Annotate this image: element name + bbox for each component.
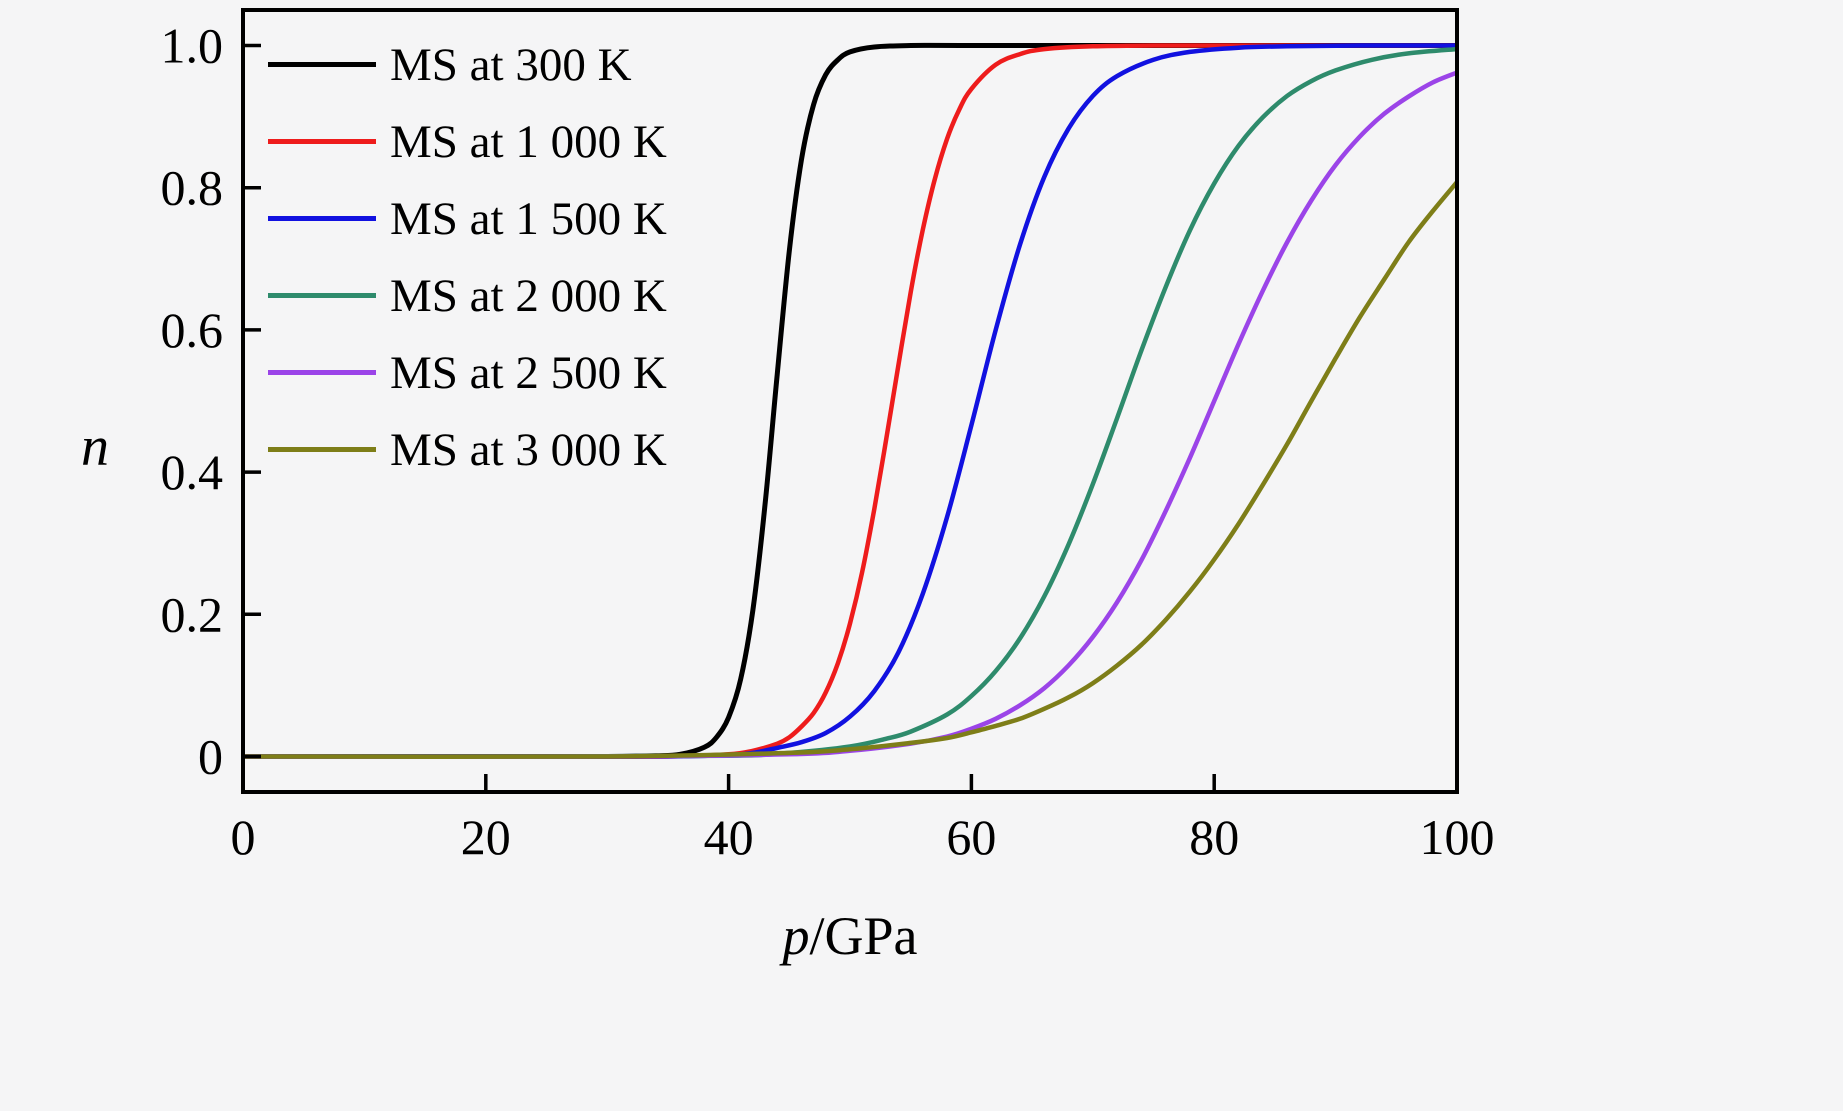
legend-swatch [268,62,376,67]
legend-item-label: MS at 2 500 K [390,346,667,399]
y-tick-label: 0.4 [161,444,224,500]
y-tick-label: 0.6 [161,302,224,358]
x-tick-label: 0 [231,809,256,865]
legend-item-label: MS at 1 500 K [390,192,667,245]
legend-item: MS at 1 000 K [268,103,667,180]
x-tick-label: 40 [704,809,754,865]
x-tick-label: 60 [946,809,996,865]
series-line-ms-at-3-000-k [243,179,1457,759]
legend-item-label: MS at 1 000 K [390,115,667,168]
legend: MS at 300 K MS at 1 000 K MS at 1 500 K MS … [268,26,667,488]
legend-item: MS at 300 K [268,26,667,103]
legend-item: MS at 2 500 K [268,334,667,411]
legend-item-label: MS at 2 000 K [390,269,667,322]
y-axis-label: n [81,416,109,478]
plot-frame [241,8,1459,794]
legend-swatch [268,216,376,221]
y-tick-label: 0.2 [161,586,224,642]
legend-item: MS at 3 000 K [268,411,667,488]
legend-swatch [268,293,376,298]
legend-swatch [268,370,376,375]
x-tick-label: 80 [1189,809,1239,865]
legend-item-label: MS at 300 K [390,38,632,91]
y-tick-label: 0 [198,728,223,784]
x-axis-label-symbol: p [782,906,810,966]
legend-item-label: MS at 3 000 K [390,423,667,476]
legend-swatch [268,139,376,144]
legend-item: MS at 2 000 K [268,257,667,334]
x-axis-label-unit: /GPa [809,906,918,966]
x-axis-label: p/GPa [0,905,1700,967]
legend-item: MS at 1 500 K [268,180,667,257]
legend-swatch [268,447,376,452]
x-tick-label: 20 [461,809,511,865]
y-tick-label: 0.8 [161,160,224,216]
y-tick-label: 1.0 [161,18,224,74]
x-tick-label: 100 [1420,809,1495,865]
